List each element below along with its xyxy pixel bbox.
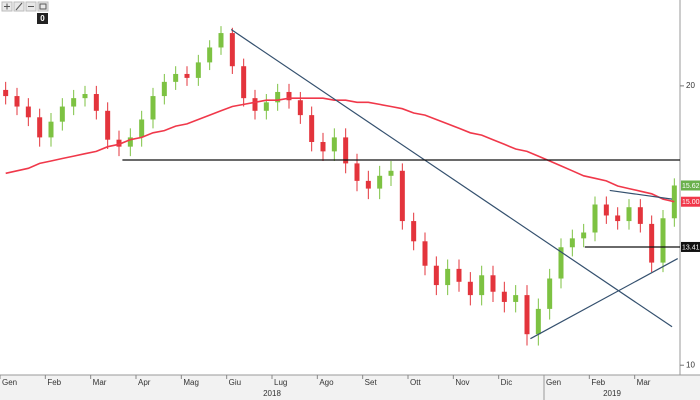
candle-body (445, 268, 451, 286)
candle-body (309, 115, 315, 142)
x-tick-label: Dic (501, 378, 513, 387)
x-tick-label: Ott (410, 378, 421, 387)
candle-body (456, 268, 462, 282)
level-label-box (681, 241, 700, 252)
candle-body (535, 308, 541, 335)
x-tick-label: Apr (138, 378, 151, 387)
candle-body (569, 238, 575, 248)
year-label: 2018 (263, 389, 281, 398)
candle-body (343, 137, 349, 164)
x-tick-label: Gen (546, 378, 561, 387)
candle-body (422, 241, 428, 266)
candle-body (105, 110, 111, 140)
x-tick-label: Set (365, 378, 378, 387)
candle-body (14, 96, 20, 107)
candle-body (59, 106, 65, 122)
x-tick-label: Gen (2, 378, 17, 387)
ma-label-box (681, 196, 700, 207)
candle-body (660, 218, 666, 263)
ma-label: 15.003 (682, 199, 700, 206)
badge-box (37, 13, 48, 24)
candle-body (71, 98, 77, 107)
settings-icon (39, 3, 47, 10)
candle-body (592, 204, 598, 233)
x-axis-strip (0, 375, 700, 400)
candle-body (173, 73, 179, 82)
trend-line (530, 258, 679, 340)
candle-body (388, 170, 394, 176)
close-label: 15.62 (682, 183, 700, 190)
candle-body (513, 295, 519, 302)
candle-body (581, 232, 587, 239)
zoom-icon (4, 3, 10, 10)
settings-button[interactable] (37, 1, 49, 12)
candle-body (490, 275, 496, 292)
candle-body (297, 100, 303, 116)
candle-body (184, 73, 190, 78)
y-tick-label: 10 (686, 360, 695, 369)
level-label: 13.41 (682, 244, 700, 251)
candle-body (286, 91, 292, 101)
candle-body (558, 247, 564, 279)
candle-body (241, 66, 247, 99)
x-tick-label: Mar (637, 378, 651, 387)
moving-average (5, 97, 675, 203)
candle-body (320, 141, 326, 152)
candle-body (37, 117, 43, 138)
candle-body (501, 291, 507, 302)
candle-body (252, 98, 258, 111)
candle-body (354, 163, 360, 181)
trend-line (230, 29, 673, 328)
candle-body (82, 94, 88, 99)
candle-body (671, 185, 677, 219)
x-tick-label: Mag (183, 378, 199, 387)
candle-body (218, 33, 224, 48)
candle-body (411, 221, 417, 242)
candle-body (547, 278, 553, 309)
x-tick-label: Mar (93, 378, 107, 387)
trend-line (609, 189, 673, 200)
x-tick-label: Lug (274, 378, 287, 387)
candle-body (331, 137, 337, 152)
candle-body (161, 81, 167, 97)
candle-body (433, 265, 439, 286)
candle-body (377, 175, 383, 189)
candle-body (25, 106, 31, 118)
y-tick-label: 20 (686, 81, 695, 90)
x-tick-label: Giu (229, 378, 241, 387)
x-tick-label: Ago (319, 378, 334, 387)
candle-body (48, 121, 54, 138)
candle-body (626, 207, 632, 222)
candle-body (116, 139, 122, 147)
candle-body (365, 180, 371, 189)
candle-body (467, 281, 473, 296)
candle-body (3, 89, 9, 97)
badge: 0 (40, 14, 45, 23)
candle-body (229, 33, 235, 67)
candle-body (524, 295, 530, 335)
candle-body (637, 207, 643, 224)
candle-body (150, 96, 156, 120)
candle-body (479, 275, 485, 296)
draw-icon (15, 2, 23, 11)
candle-body (399, 170, 405, 222)
close-label-box (681, 180, 700, 191)
x-tick-label: Feb (591, 378, 605, 387)
candle-body (207, 47, 213, 63)
x-tick-label: Nov (455, 378, 469, 387)
candle-body (275, 91, 281, 103)
candle-body (195, 62, 201, 78)
candle-body (139, 119, 145, 138)
candle-body (127, 137, 133, 147)
year-label: 2019 (603, 389, 621, 398)
candle-body (649, 223, 655, 263)
x-tick-label: Feb (47, 378, 61, 387)
candle-body (603, 204, 609, 216)
candle-body (615, 215, 621, 222)
candle-body (263, 102, 269, 111)
toolbar: 0 (1, 1, 49, 24)
candle-body (93, 94, 99, 111)
